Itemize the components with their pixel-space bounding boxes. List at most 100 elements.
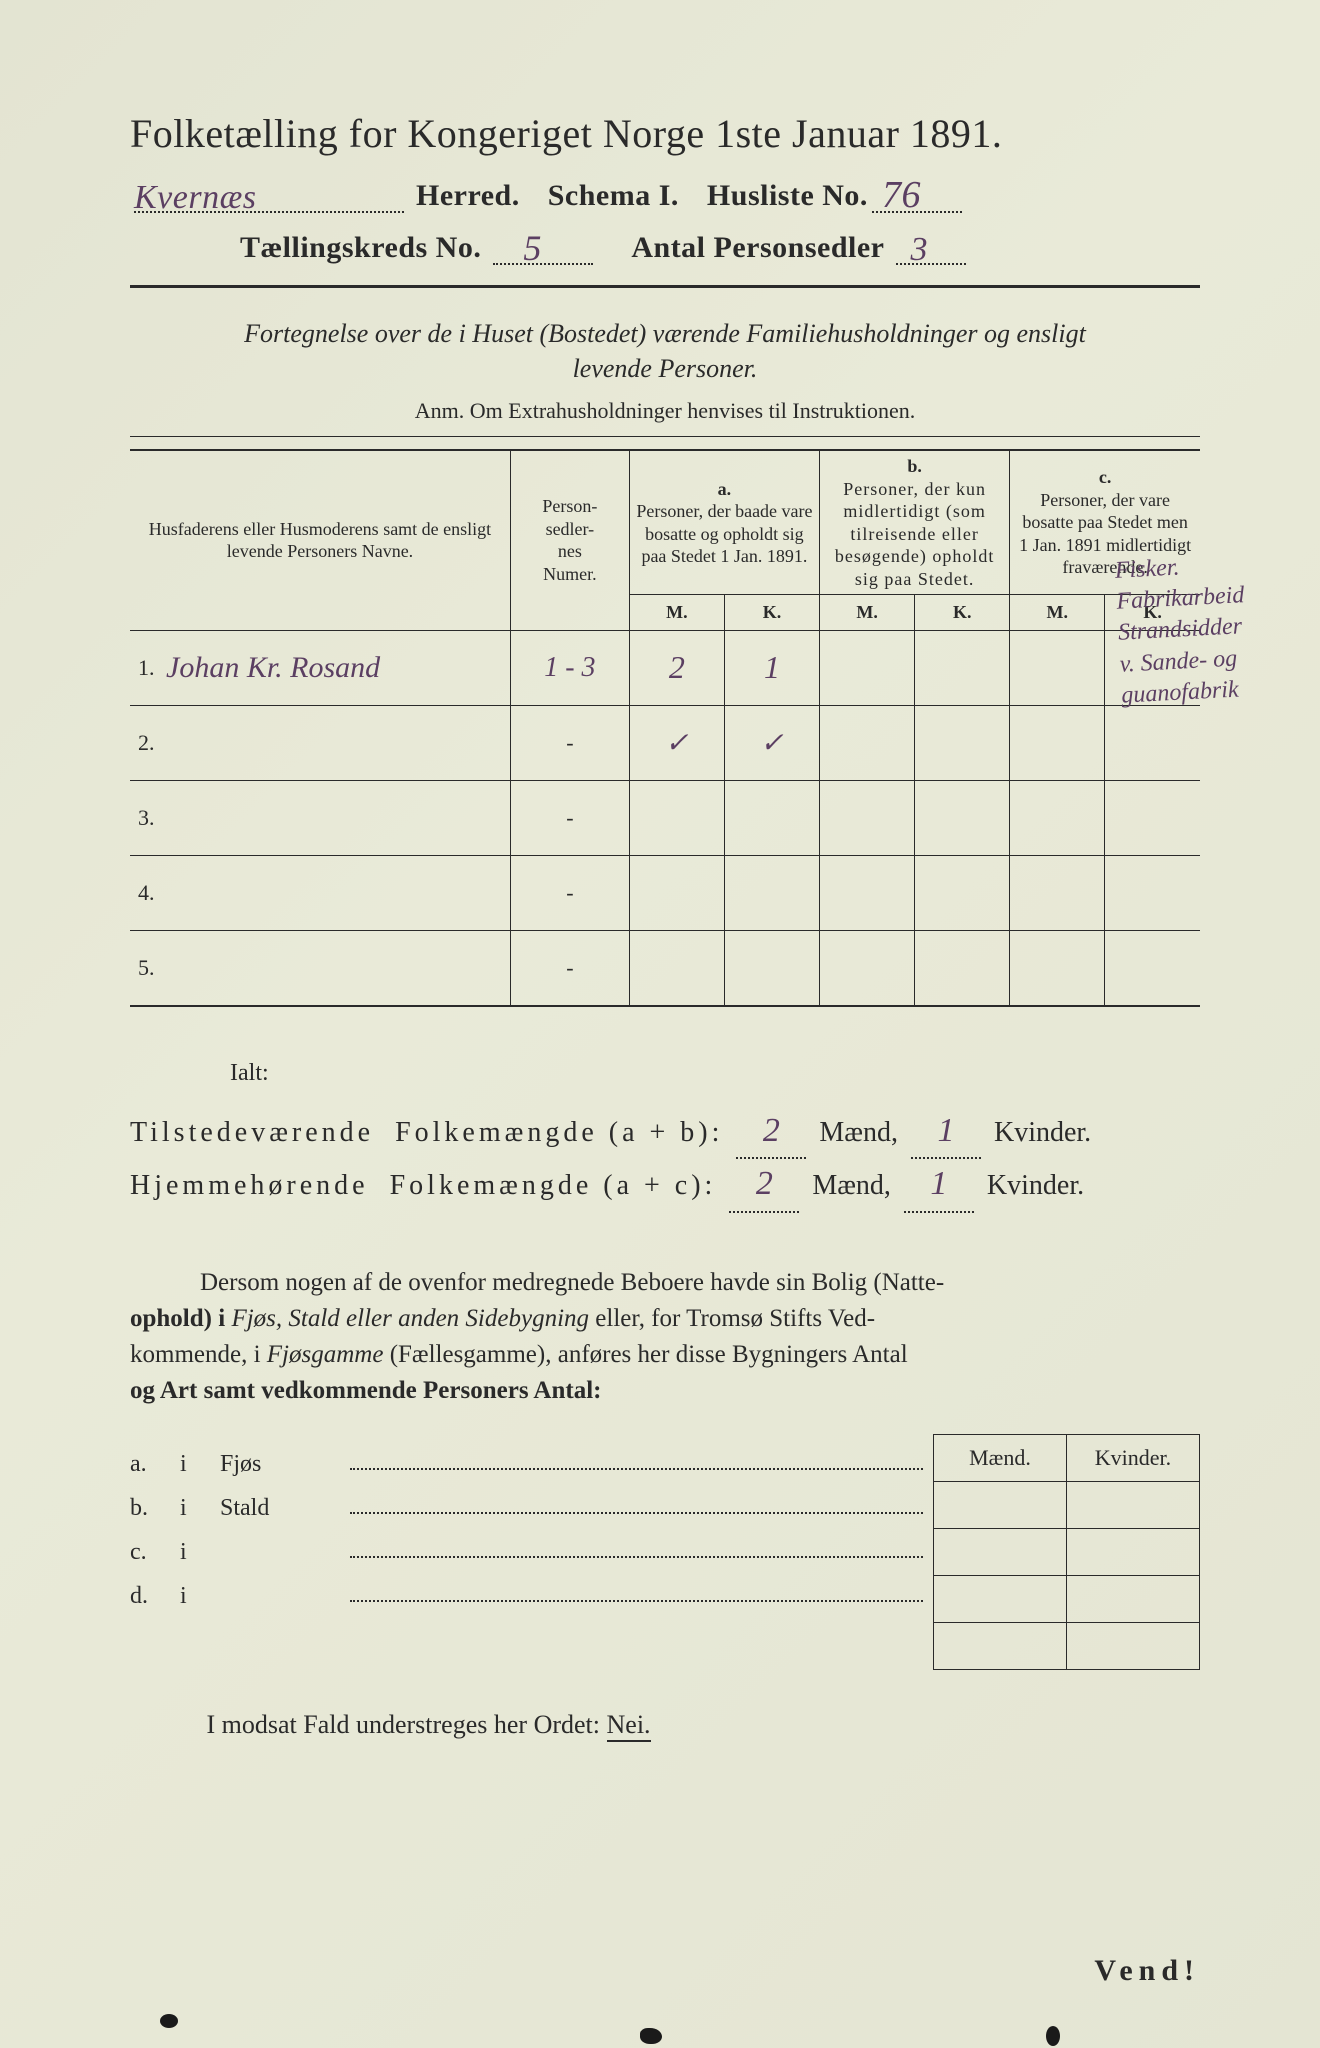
- table-row: 1. Johan Kr. Rosand 1 - 3 2 1: [130, 630, 1200, 705]
- mk-c-m: M.: [1010, 595, 1105, 631]
- para-it2: Fjøsgamme: [267, 1341, 384, 1368]
- bldg-i: i: [180, 1583, 220, 1610]
- row-numer: -: [566, 880, 573, 905]
- mk-a-k: K.: [724, 595, 819, 631]
- kreds-field: 5: [493, 227, 593, 265]
- home-label-b: Folkemængde (a + c):: [390, 1170, 717, 1201]
- bldg-col-k: Kvinder.: [1067, 1434, 1200, 1481]
- bldg-cell: [934, 1622, 1067, 1669]
- row-numer: -: [566, 730, 573, 755]
- group-a-label: a.: [718, 479, 732, 499]
- present-label-b: Folkemængde (a + b):: [395, 1117, 723, 1148]
- census-form-page: Folketælling for Kongeriget Norge 1ste J…: [0, 0, 1320, 2048]
- home-m-field: 2: [729, 1180, 799, 1213]
- home-k-value: 1: [930, 1152, 947, 1217]
- herred-field: Kvernæs: [134, 175, 404, 213]
- nei-line: I modsat Fald understreges her Ordet: Ne…: [130, 1710, 1200, 1740]
- maend-label: Mænd,: [819, 1117, 898, 1148]
- para-t3: eller, for Tromsø Stifts Ved-: [589, 1305, 875, 1332]
- subheading: Fortegnelse over de i Huset (Bostedet) v…: [130, 316, 1200, 386]
- bldg-cell: [1067, 1528, 1200, 1575]
- schema-label: Schema I.: [548, 179, 679, 213]
- bldg-a: d.: [130, 1583, 180, 1610]
- bldg-a: c.: [130, 1539, 180, 1566]
- present-line: Tilstedeværende Folkemængde (a + b): 2 M…: [130, 1106, 1200, 1159]
- bldg-cell: [934, 1528, 1067, 1575]
- antal-label: Antal Personsedler: [631, 231, 884, 264]
- totals-block: Ialt: Tilstedeværende Folkemængde (a + b…: [130, 1051, 1200, 1213]
- building-row: d. i: [130, 1566, 923, 1610]
- bldg-a: b.: [130, 1495, 180, 1522]
- anm-note: Anm. Om Extrahusholdninger henvises til …: [130, 398, 1200, 424]
- husliste-label: Husliste No.: [707, 179, 868, 213]
- bldg-cell: [1067, 1481, 1200, 1528]
- buildings-table: Mænd. Kvinder.: [933, 1434, 1200, 1670]
- group-a-text: Personer, der baade vare bosatte og opho…: [636, 501, 812, 566]
- para-t6: og Art samt vedkommende Personers Antal:: [130, 1377, 601, 1404]
- dot-leader: [350, 1467, 923, 1470]
- table-row: 4. -: [130, 855, 1200, 930]
- row-numer: -: [566, 805, 573, 830]
- bldg-cell: [934, 1575, 1067, 1622]
- mk-a-m: M.: [629, 595, 724, 631]
- paragraph-block: Dersom nogen af de ovenfor medregnede Be…: [130, 1265, 1200, 1410]
- mk-b-m: M.: [820, 595, 915, 631]
- herred-value: Kvernæs: [134, 179, 257, 217]
- row-num: 2.: [138, 730, 155, 756]
- home-line: Hjemmehørende Folkemængde (a + c): 2 Mæn…: [130, 1159, 1200, 1212]
- dot-leader: [350, 1555, 923, 1558]
- group-b-text: Personer, der kun midlertidigt (som tilr…: [835, 479, 994, 589]
- buildings-list: a. i Fjøs b. i Stald c. i d. i: [130, 1434, 923, 1610]
- home-k-field: 1: [904, 1180, 974, 1213]
- maend-label: Mænd,: [812, 1170, 891, 1201]
- scan-artifact: [640, 2028, 662, 2044]
- group-b-label: b.: [907, 456, 922, 476]
- col-head-numer: Person- sedler- nes Numer.: [510, 450, 629, 630]
- antal-field: 3: [896, 227, 966, 265]
- kreds-value: 5: [523, 227, 542, 269]
- table-row: 2. - ✓ ✓: [130, 705, 1200, 780]
- row-numer: -: [566, 955, 573, 980]
- scan-artifact: [1046, 2026, 1060, 2046]
- bldg-i: i: [180, 1539, 220, 1566]
- divider-thin: [130, 436, 1200, 437]
- ialt-label: Ialt:: [230, 1051, 1200, 1097]
- mk-b-k: K.: [915, 595, 1010, 631]
- para-t4: kommende, i: [130, 1341, 267, 1368]
- para-t2: ophold) i: [130, 1305, 231, 1332]
- building-row: c. i: [130, 1522, 923, 1566]
- building-row: b. i Stald: [130, 1478, 923, 1522]
- col-group-a: a. Personer, der baade vare bosatte og o…: [629, 450, 819, 595]
- header-line-herred: Kvernæs Herred. Schema I. Husliste No. 7…: [130, 175, 1200, 213]
- bldg-i: i: [180, 1495, 220, 1522]
- nei-prefix: I modsat Fald understreges her Ordet:: [207, 1710, 607, 1739]
- col-group-b: b. Personer, der kun midlertidigt (som t…: [820, 450, 1010, 595]
- row-num: 4.: [138, 880, 155, 906]
- cell-c-m: [1010, 630, 1105, 705]
- table-row: 5. -: [130, 930, 1200, 1006]
- cell-a-k: 1: [764, 649, 780, 685]
- subheading-line2: levende Personer.: [573, 354, 758, 383]
- para-t5: (Fællesgamme), anføres her disse Bygning…: [383, 1341, 907, 1368]
- group-c-label: c.: [1099, 467, 1112, 487]
- dot-leader: [350, 1599, 923, 1602]
- row-num: 3.: [138, 805, 155, 831]
- subheading-line1: Fortegnelse over de i Huset (Bostedet) v…: [244, 319, 1086, 348]
- bldg-cell: [934, 1481, 1067, 1528]
- cell-b-m: [820, 630, 915, 705]
- husliste-value: 76: [882, 173, 921, 217]
- vend-label: Vend!: [1094, 1954, 1200, 1988]
- row-name: Johan Kr. Rosand: [166, 651, 380, 685]
- antal-value: 3: [910, 231, 928, 269]
- para-t1: Dersom nogen af de ovenfor medregnede Be…: [200, 1269, 944, 1296]
- page-title: Folketælling for Kongeriget Norge 1ste J…: [130, 110, 1200, 157]
- table-row: 3. -: [130, 780, 1200, 855]
- home-m-value: 2: [756, 1152, 773, 1217]
- herred-label: Herred.: [416, 179, 520, 213]
- divider-heavy: [130, 285, 1200, 288]
- bldg-col-m: Mænd.: [934, 1434, 1067, 1481]
- cell-b-k: [915, 630, 1010, 705]
- nei-word: Nei.: [607, 1710, 651, 1742]
- row-numer: 1 - 3: [544, 652, 595, 683]
- row-num: 5.: [138, 955, 155, 981]
